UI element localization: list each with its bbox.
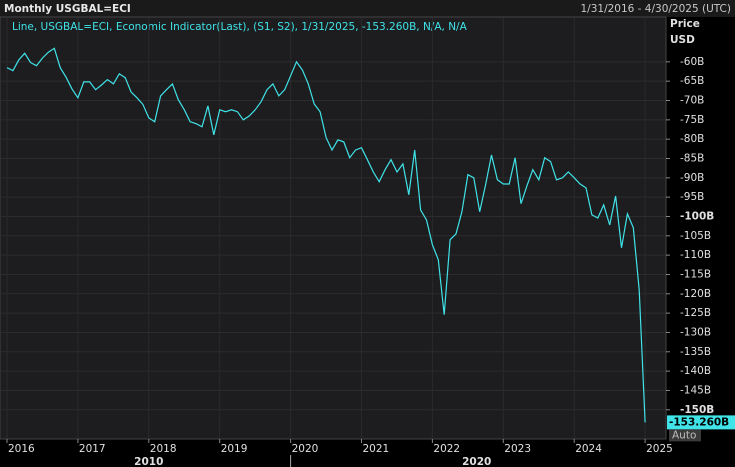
y-tick-label: -135B (680, 346, 711, 358)
y-axis-unit: USD (670, 34, 695, 46)
y-tick-label: -105B (680, 230, 711, 242)
range-label: 1/31/2016 - 4/30/2025 (UTC) (581, 3, 732, 15)
x-tick-label: 2016 (8, 443, 35, 455)
y-tick-label: -140B (680, 365, 711, 377)
plot-area (0, 16, 667, 440)
y-tick-label: -110B (680, 249, 711, 261)
x-tick-label: 2022 (433, 443, 460, 455)
auto-button[interactable]: Auto (672, 429, 696, 441)
x-tick-label: 2023 (504, 443, 531, 455)
y-tick-label: -60B (680, 56, 704, 68)
x-tick-label: 2017 (79, 443, 106, 455)
data-line (6, 47, 646, 423)
y-tick-label: -130B (680, 326, 711, 338)
x-tick-label: 2018 (150, 443, 177, 455)
y-axis-label: Price (670, 18, 700, 30)
x-tick-label: 2024 (575, 443, 602, 455)
y-tick-label: -125B (680, 307, 711, 319)
x-tick-label: 2019 (221, 443, 248, 455)
y-tick-label: -150B (680, 404, 714, 416)
last-value-box (667, 415, 735, 430)
y-tick-label: -115B (680, 268, 711, 280)
y-tick-label: -120B (680, 288, 711, 300)
last-value-label: -153.260B (669, 416, 729, 428)
y-tick-label: -75B (680, 114, 704, 126)
y-tick-label: -145B (680, 384, 711, 396)
x-tick-label: 2020 (292, 443, 319, 455)
y-tick-label: -95B (680, 191, 704, 203)
y-tick-label: -90B (680, 172, 704, 184)
decade-label: 2020 (462, 456, 491, 467)
auto-button-bg[interactable] (669, 429, 701, 442)
y-tick-label: -100B (680, 210, 714, 222)
x-tick-label: 2025 (646, 443, 673, 455)
x-tick-label: 2021 (363, 443, 390, 455)
y-tick-label: -80B (680, 133, 704, 145)
y-tick-label: -65B (680, 75, 704, 87)
y-tick-label: -85B (680, 152, 704, 164)
y-tick-label: -70B (680, 95, 704, 107)
legend-entry: Line, USGBAL=ECI, Economic Indicator(Las… (12, 21, 468, 33)
chart-title: Monthly USGBAL=ECI (4, 3, 131, 15)
decade-label: 2010 (134, 456, 163, 467)
header-bar (0, 0, 735, 17)
